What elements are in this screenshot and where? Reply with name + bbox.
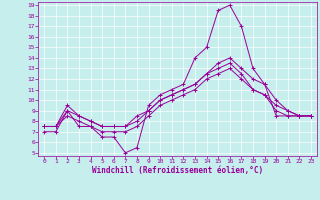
X-axis label: Windchill (Refroidissement éolien,°C): Windchill (Refroidissement éolien,°C) <box>92 166 263 175</box>
